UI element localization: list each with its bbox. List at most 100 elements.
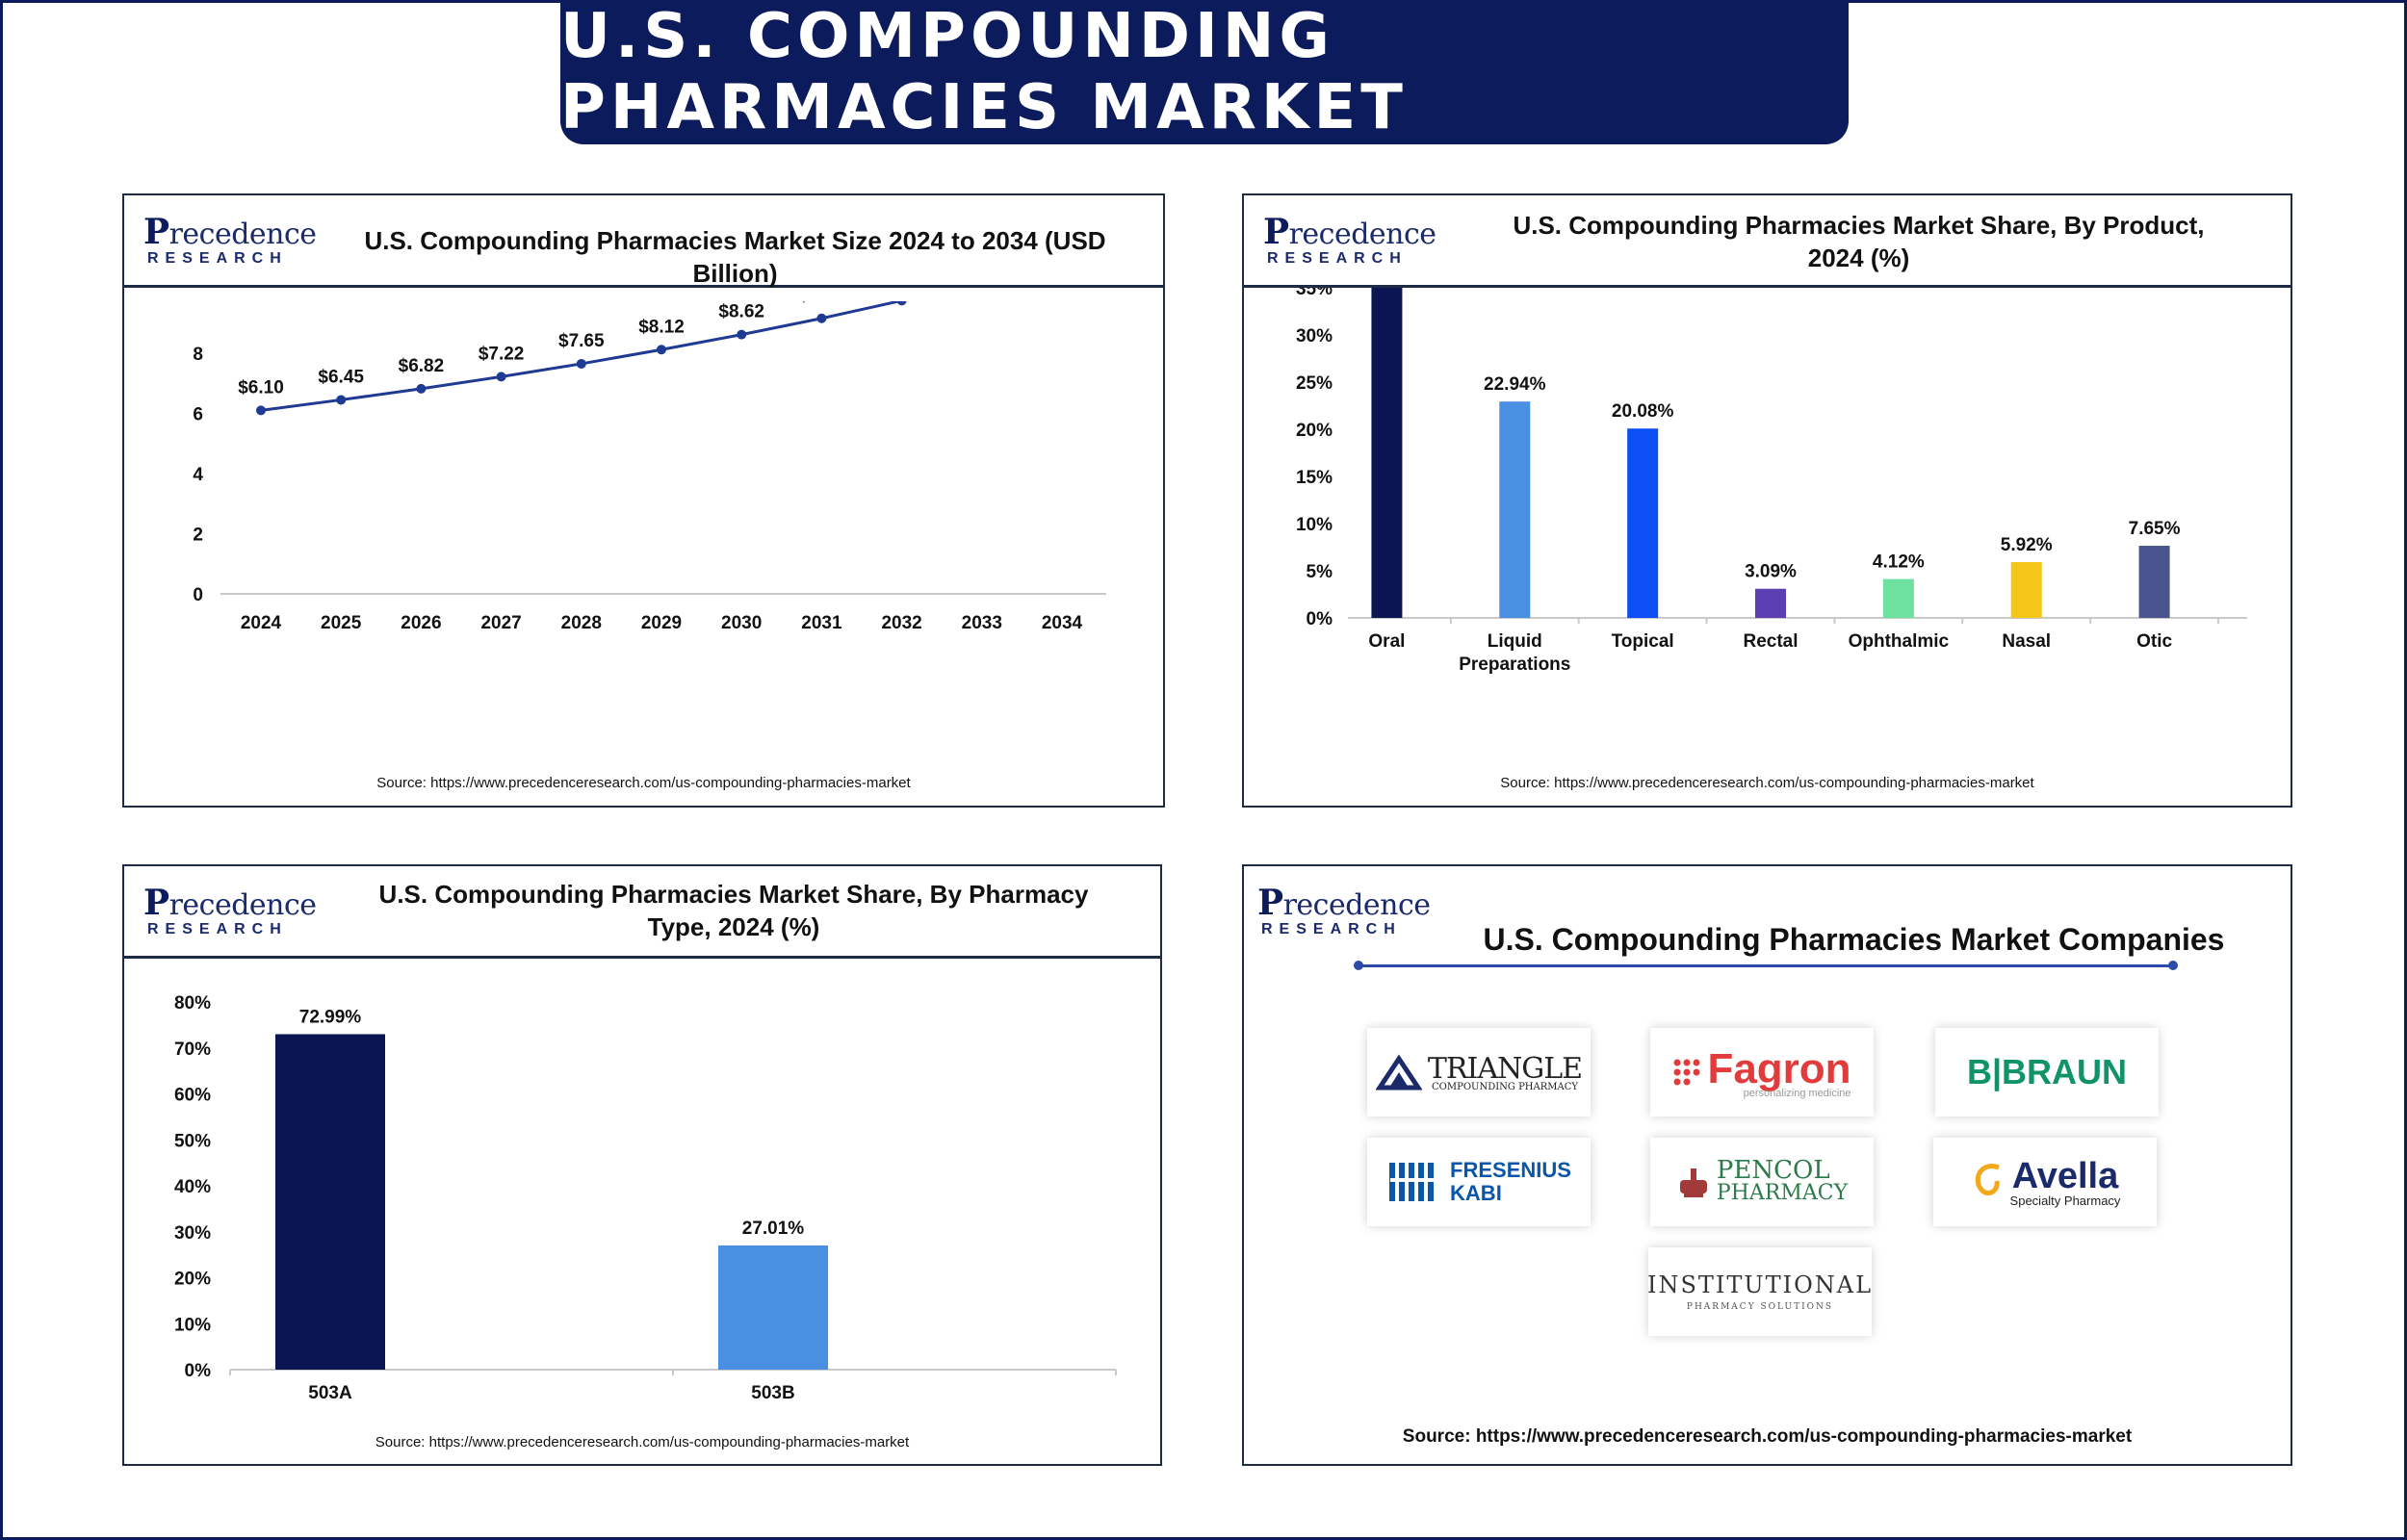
- data-label: 20.08%: [1612, 401, 1674, 422]
- company-logo-pencol: PENCOL PHARMACY: [1650, 1138, 1874, 1226]
- data-label: 5.92%: [2001, 535, 2053, 555]
- x-tick-label: 2025: [321, 613, 362, 633]
- y-tick-label: 0%: [1307, 609, 1333, 629]
- y-tick-label: 70%: [174, 1040, 211, 1060]
- data-point: [576, 358, 586, 369]
- y-tick-label: 0: [193, 585, 203, 605]
- mortar-pestle-icon: [1679, 1168, 1707, 1197]
- chart-source: Source: https://www.precedenceresearch.c…: [375, 1434, 910, 1450]
- x-tick-label: 2024: [241, 613, 282, 633]
- bar: [1627, 428, 1659, 618]
- title-underline: [1354, 961, 2178, 970]
- company-logo-avella: Avella Specialty Pharmacy: [1933, 1138, 2157, 1226]
- by-product-panel: Precedence RESEARCH U.S. Compounding Pha…: [1242, 193, 2292, 808]
- page-title: U.S. COMPOUNDING PHARMACIES MARKET: [560, 1, 1408, 143]
- y-tick-label: 6: [193, 405, 203, 425]
- x-tick-label: Oral: [1368, 631, 1405, 652]
- precedence-research-logo: Precedence RESEARCH: [1257, 883, 1431, 937]
- data-point: [256, 405, 266, 416]
- data-label: 72.99%: [299, 1007, 362, 1027]
- by-pharmacy-type-bar-chart: 0% 10% 20% 30% 40% 50% 60% 70% 80% 72.99% 503A 27.0…: [174, 993, 1117, 1403]
- x-tick-label: 2030: [721, 613, 762, 633]
- x-tick-label: 2031: [801, 613, 842, 633]
- data-label: $6.82: [399, 356, 445, 376]
- x-tick-label: Liquid: [1488, 631, 1542, 652]
- company-logo-fresenius-kabi: FRESENIUS KABI: [1367, 1138, 1591, 1226]
- data-label: $8.62: [718, 302, 764, 322]
- data-label: 4.12%: [1873, 552, 1925, 573]
- companies-source: Source: https://www.precedenceresearch.c…: [1402, 1426, 2133, 1447]
- chart-source: Source: https://www.precedenceresearch.c…: [1500, 775, 2034, 791]
- y-tick-label: 50%: [174, 1131, 211, 1151]
- y-tick-label: 25%: [1296, 373, 1333, 394]
- y-tick-label: 40%: [174, 1177, 211, 1197]
- data-point: [816, 313, 827, 323]
- bar: [2010, 561, 2042, 618]
- x-tick-label: 2028: [561, 613, 602, 633]
- x-tick-label: Nasal: [2002, 631, 2051, 652]
- panel-header: Precedence RESEARCH U.S. Compounding Pha…: [124, 195, 1163, 288]
- data-label: $7.22: [479, 344, 525, 364]
- y-tick-label: 10%: [174, 1315, 211, 1335]
- data-point: [896, 301, 907, 306]
- x-tick-label: Otic: [2136, 631, 2172, 652]
- bar: [718, 1245, 828, 1370]
- y-tick-label: 30%: [174, 1223, 211, 1244]
- x-tick-label: 2026: [401, 613, 441, 633]
- data-label: 3.09%: [1745, 562, 1797, 582]
- page-banner: U.S. COMPOUNDING PHARMACIES MARKET: [560, 0, 1849, 144]
- data-point: [416, 383, 427, 394]
- companies-title: U.S. Compounding Pharmacies Market Compa…: [1483, 922, 2225, 957]
- company-logo-bbraun: B|BRAUN: [1935, 1028, 2159, 1116]
- y-tick-label: 10: [183, 301, 203, 305]
- data-label: 27.01%: [742, 1219, 805, 1239]
- bar: [275, 1034, 385, 1370]
- x-tick-label: 2034: [1042, 613, 1083, 633]
- y-tick-label: 80%: [174, 993, 211, 1014]
- data-point: [336, 395, 347, 405]
- chart-source: Source: https://www.precedenceresearch.c…: [376, 775, 911, 791]
- data-label: $9.16: [799, 301, 845, 306]
- by-product-title: U.S. Compounding Pharmacies Market Share…: [1513, 211, 2205, 272]
- bar: [2138, 546, 2170, 618]
- x-tick-label: Rectal: [1743, 631, 1798, 652]
- company-logo-fagron: Fagron personalizing medicine: [1650, 1028, 1874, 1116]
- triangle-mark-icon: [1375, 1054, 1422, 1091]
- x-tick-label: 503B: [751, 1383, 794, 1403]
- x-tick-label: 2033: [962, 613, 1002, 633]
- x-tick-label: 2027: [480, 613, 521, 633]
- data-label: $6.45: [318, 367, 364, 387]
- fresenius-mark-icon: [1389, 1163, 1436, 1201]
- bar: [1499, 401, 1531, 618]
- company-logo-institutional: INSTITUTIONAL PHARMACY SOLUTIONS: [1647, 1247, 1872, 1336]
- market-size-title: U.S. Compounding Pharmacies Market Size …: [364, 226, 1106, 288]
- y-tick-label: 4: [193, 465, 203, 485]
- companies-panel: Precedence RESEARCH U.S. Compounding Pha…: [1242, 864, 2292, 1466]
- y-tick-label: 2: [193, 526, 203, 546]
- company-logo-triangle: TRIANGLE COMPOUNDING PHARMACY: [1367, 1028, 1591, 1116]
- avella-swirl-icon: [1975, 1164, 2000, 1196]
- data-point: [737, 329, 747, 340]
- x-tick-label: 2032: [881, 613, 921, 633]
- precedence-research-logo: Precedence RESEARCH: [1263, 212, 1436, 267]
- bar: [1371, 288, 1403, 618]
- x-tick-label: 2029: [641, 613, 682, 633]
- y-tick-label: 10%: [1296, 515, 1333, 535]
- by-pharmacy-type-panel: Precedence RESEARCH U.S. Compounding Pha…: [122, 864, 1162, 1466]
- data-label: $7.65: [558, 331, 605, 351]
- data-label: $6.10: [238, 377, 284, 398]
- panel-header: Precedence RESEARCH U.S. Compounding Pha…: [124, 866, 1160, 959]
- x-tick-label: 503A: [308, 1383, 352, 1403]
- precedence-research-logo: Precedence RESEARCH: [143, 883, 317, 937]
- y-tick-label: 15%: [1296, 468, 1333, 488]
- y-tick-label: 5%: [1307, 562, 1333, 582]
- y-tick-label: 30%: [1296, 326, 1333, 346]
- bar: [1755, 588, 1786, 618]
- fagron-dots-icon: [1673, 1059, 1700, 1086]
- y-tick-label: 20%: [1296, 421, 1333, 441]
- data-label: 7.65%: [2129, 519, 2181, 539]
- data-label: 22.94%: [1484, 374, 1546, 395]
- x-tick-label: Topical: [1612, 631, 1674, 652]
- data-point: [657, 345, 666, 355]
- y-tick-label: 20%: [174, 1270, 211, 1290]
